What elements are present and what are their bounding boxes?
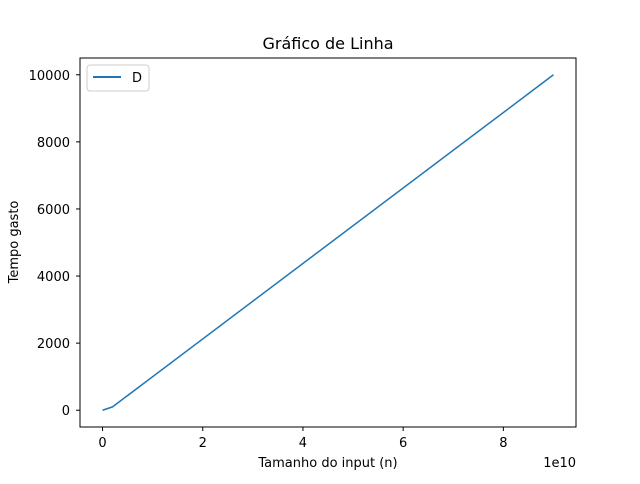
x-axis-label: Tamanho do input (n) bbox=[257, 456, 397, 471]
series-line-D bbox=[102, 74, 554, 411]
y-tick-label: 4000 bbox=[37, 270, 70, 285]
chart-title: Gráfico de Linha bbox=[262, 34, 393, 53]
x-tick-label: 6 bbox=[399, 436, 407, 451]
y-tick-label: 6000 bbox=[37, 203, 70, 218]
legend: D bbox=[86, 64, 150, 92]
y-axis-label: Tempo gasto bbox=[7, 201, 22, 285]
y-axis: 0 2000 4000 6000 8000 10000 bbox=[29, 69, 80, 419]
y-tick-label: 2000 bbox=[37, 337, 70, 352]
y-tick-label: 0 bbox=[62, 404, 70, 419]
x-axis-offset-label: 1e10 bbox=[543, 456, 576, 471]
plot-frame bbox=[79, 57, 577, 428]
y-tick-label: 8000 bbox=[37, 136, 70, 151]
series-layer bbox=[102, 74, 554, 411]
x-axis: 0 2 4 6 8 bbox=[98, 427, 507, 451]
x-tick-label: 0 bbox=[98, 436, 106, 451]
x-tick-label: 8 bbox=[499, 436, 507, 451]
legend-label: D bbox=[132, 71, 142, 86]
y-tick-label: 10000 bbox=[29, 69, 70, 84]
x-tick-label: 4 bbox=[299, 436, 307, 451]
x-tick-label: 2 bbox=[199, 436, 207, 451]
